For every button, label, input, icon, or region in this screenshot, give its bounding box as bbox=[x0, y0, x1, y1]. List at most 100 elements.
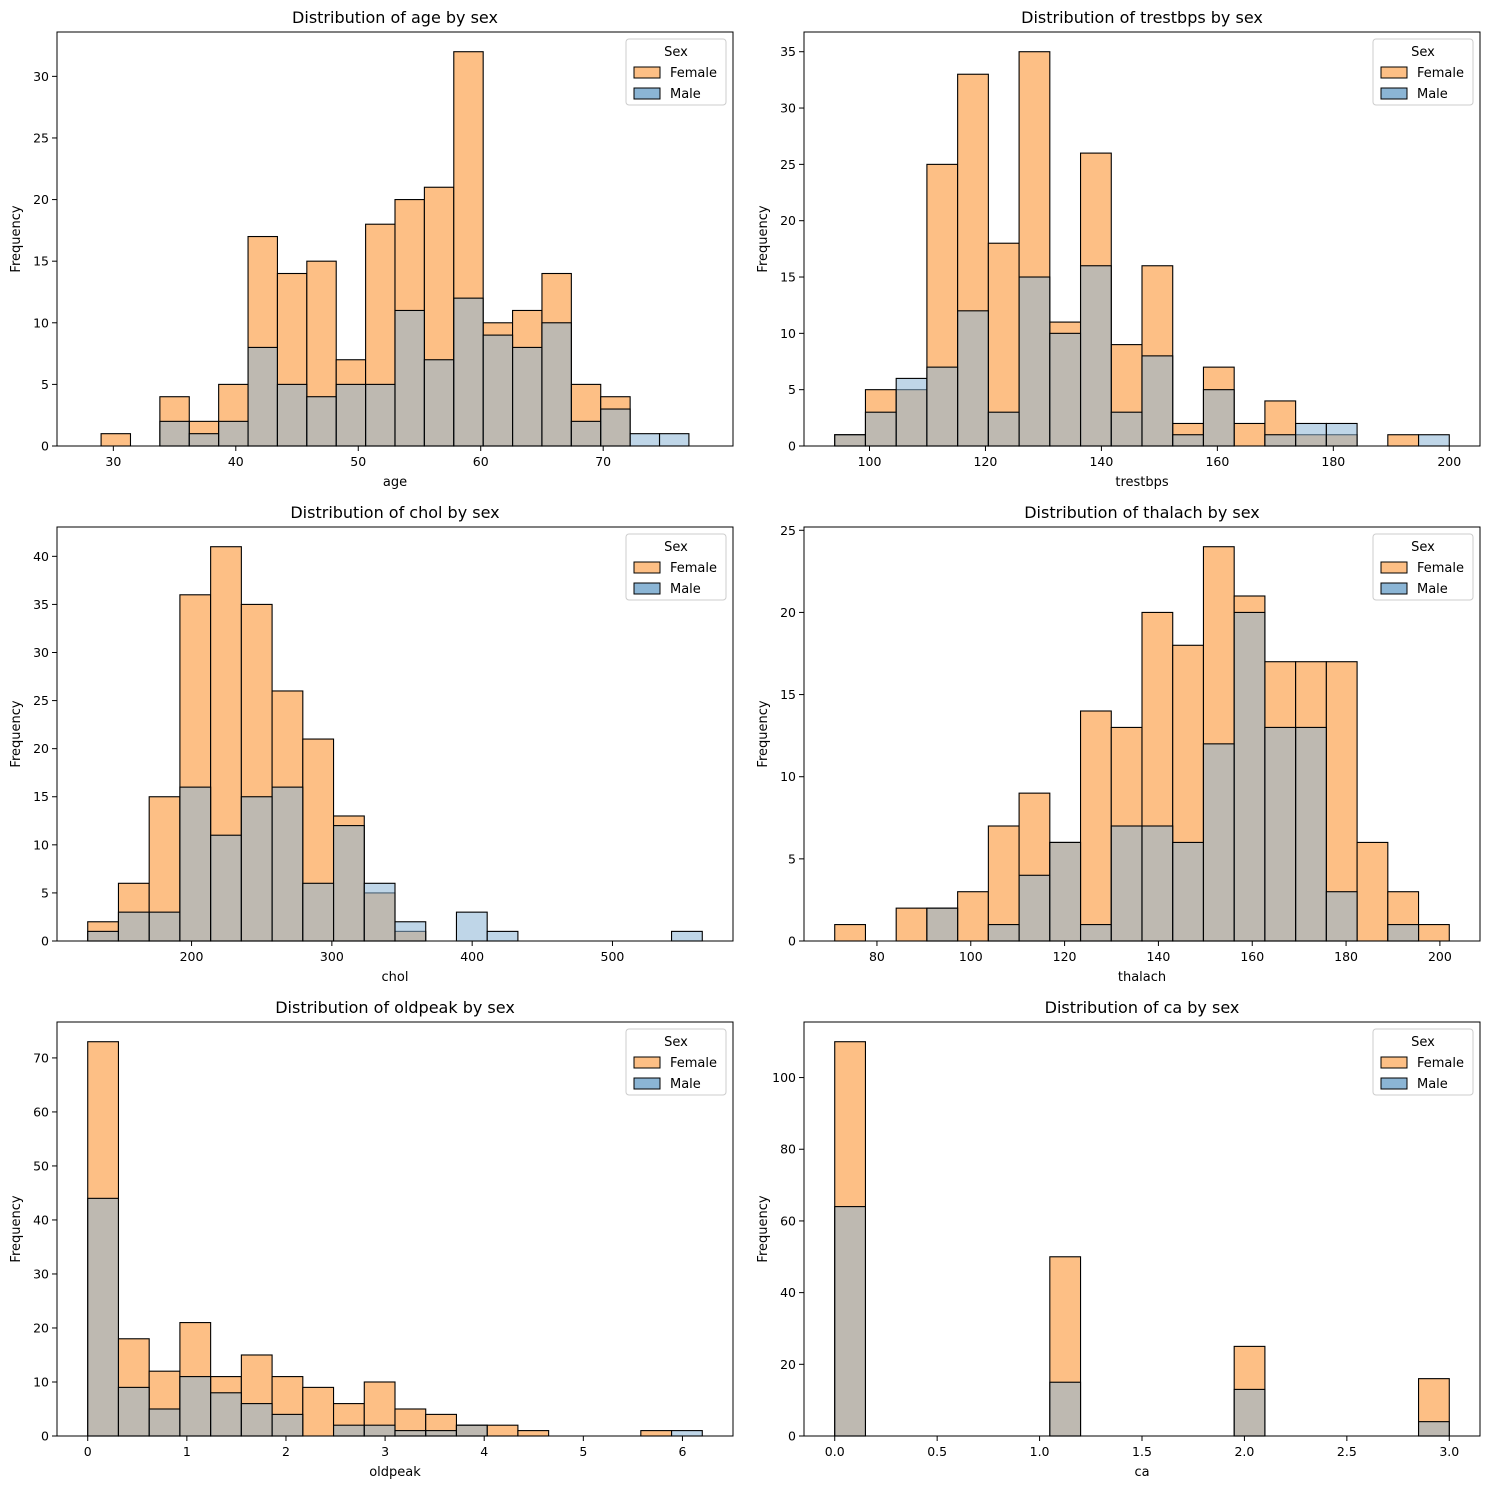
legend-label-female: Female bbox=[670, 561, 717, 576]
y-tick-label: 25 bbox=[33, 130, 49, 145]
y-tick-label: 0 bbox=[41, 1429, 49, 1444]
legend-label-male: Male bbox=[670, 1077, 701, 1092]
bar-male-oldpeak-2 bbox=[148, 1408, 181, 1437]
bar-male-oldpeak-8 bbox=[332, 1424, 365, 1437]
bar-male-thalach-7 bbox=[1049, 841, 1082, 942]
y-tick-label: 40 bbox=[33, 1212, 49, 1227]
bar-male-age-12 bbox=[453, 297, 484, 447]
bar-male-chol-2 bbox=[148, 911, 181, 942]
bar-male-oldpeak-5 bbox=[240, 1403, 273, 1437]
y-tick-label: 10 bbox=[780, 769, 796, 784]
legend-title: Sex bbox=[664, 45, 688, 60]
bar-male-trestbps-11 bbox=[1172, 434, 1205, 447]
legend-swatch-female bbox=[633, 1056, 661, 1069]
y-tick-label: 0 bbox=[788, 439, 796, 454]
bar-male-age-13 bbox=[482, 334, 514, 447]
x-tick-label: 160 bbox=[1240, 949, 1264, 964]
y-tick-label: 0 bbox=[41, 934, 49, 949]
bar-male-trestbps-7 bbox=[1049, 332, 1082, 447]
x-tick-label: 180 bbox=[1321, 454, 1345, 469]
bar-male-oldpeak-1 bbox=[117, 1386, 150, 1437]
legend-swatch-female bbox=[1380, 1056, 1408, 1069]
bar-male-age-16 bbox=[570, 420, 602, 447]
bar-male-ca-13 bbox=[1233, 1388, 1266, 1437]
bar-male-thalach-18 bbox=[1387, 924, 1420, 942]
bar-male-thalach-16 bbox=[1325, 891, 1358, 942]
y-tick-label: 10 bbox=[33, 837, 49, 852]
y-tick-label: 30 bbox=[33, 69, 49, 84]
y-tick-label: 15 bbox=[780, 270, 796, 285]
legend-label-female: Female bbox=[1417, 66, 1464, 81]
x-tick-label: 400 bbox=[460, 949, 484, 964]
x-tick-label: 70 bbox=[595, 454, 611, 469]
axes-frame bbox=[803, 526, 1481, 942]
y-tick-label: 0 bbox=[788, 1429, 796, 1444]
x-tick-label: 120 bbox=[1053, 949, 1077, 964]
y-tick-label: 80 bbox=[780, 1142, 796, 1157]
bar-male-chol-10 bbox=[394, 921, 427, 942]
legend: Sex Female Male bbox=[625, 533, 727, 601]
legend-title: Sex bbox=[1411, 540, 1435, 555]
legend: Sex Female Male bbox=[625, 38, 727, 106]
y-tick-label: 10 bbox=[33, 1374, 49, 1389]
bar-male-thalach-9 bbox=[1110, 825, 1143, 942]
x-axis-label: age bbox=[383, 475, 407, 490]
bar-male-oldpeak-12 bbox=[455, 1424, 488, 1437]
x-axis-label: chol bbox=[382, 970, 409, 985]
axes-frame bbox=[56, 1021, 734, 1437]
x-tick-label: 200 bbox=[1437, 454, 1461, 469]
bar-male-trestbps-14 bbox=[1264, 434, 1297, 447]
legend-swatch-female bbox=[1380, 561, 1408, 574]
bar-male-ca-0 bbox=[834, 1206, 867, 1437]
chart-panel-age: 30 40 50 60 70 0 5 10 15 20 25 30 Distribution of ag… bbox=[9, 8, 734, 490]
bar-female-oldpeak-18 bbox=[640, 1430, 673, 1437]
x-tick-label: 200 bbox=[180, 949, 204, 964]
legend-label-male: Male bbox=[1417, 1077, 1448, 1092]
chart-title: Distribution of ca by sex bbox=[1045, 998, 1240, 1017]
x-tick-label: 200 bbox=[1428, 949, 1452, 964]
bar-male-oldpeak-6 bbox=[271, 1413, 304, 1437]
x-tick-label: 2.0 bbox=[1234, 1444, 1254, 1459]
legend-title: Sex bbox=[1411, 45, 1435, 60]
y-tick-label: 20 bbox=[780, 1357, 796, 1372]
bar-male-age-17 bbox=[600, 408, 631, 447]
bar-male-thalach-6 bbox=[1018, 874, 1051, 942]
legend: Sex Female Male bbox=[625, 1028, 727, 1096]
bar-female-oldpeak-7 bbox=[302, 1386, 335, 1437]
x-tick-label: 2.5 bbox=[1337, 1444, 1357, 1459]
y-tick-label: 10 bbox=[780, 326, 796, 341]
y-tick-label: 30 bbox=[33, 645, 49, 660]
legend-label-male: Male bbox=[670, 582, 701, 597]
x-tick-label: 500 bbox=[601, 949, 625, 964]
bar-male-age-4 bbox=[218, 420, 249, 447]
x-tick-label: 50 bbox=[350, 454, 366, 469]
legend-swatch-male bbox=[633, 582, 661, 595]
bar-male-oldpeak-0 bbox=[87, 1197, 120, 1437]
y-tick-label: 0 bbox=[41, 439, 49, 454]
x-tick-label: 3.0 bbox=[1439, 1444, 1459, 1459]
y-tick-label: 35 bbox=[33, 597, 49, 612]
legend-swatch-male bbox=[633, 1077, 661, 1090]
y-tick-label: 0 bbox=[788, 934, 796, 949]
chart-title: Distribution of trestbps by sex bbox=[1021, 8, 1263, 27]
x-tick-label: 100 bbox=[858, 454, 882, 469]
bar-male-oldpeak-11 bbox=[425, 1430, 458, 1437]
bar-female-thalach-17 bbox=[1356, 841, 1389, 942]
bar-male-chol-1 bbox=[117, 911, 150, 942]
x-axis-label: thalach bbox=[1118, 970, 1166, 985]
bar-male-oldpeak-3 bbox=[179, 1376, 212, 1437]
bar-male-ca-7 bbox=[1049, 1381, 1082, 1437]
bar-female-trestbps-13 bbox=[1233, 422, 1266, 447]
y-tick-label: 40 bbox=[780, 1285, 796, 1300]
legend-swatch-male bbox=[1380, 582, 1408, 595]
y-axis-label: Frequency bbox=[9, 700, 24, 767]
bar-male-chol-9 bbox=[363, 882, 396, 942]
x-tick-label: 140 bbox=[1146, 949, 1170, 964]
x-tick-label: 80 bbox=[869, 949, 885, 964]
bar-male-trestbps-12 bbox=[1202, 389, 1235, 447]
bar-male-thalach-11 bbox=[1172, 841, 1205, 942]
bar-female-oldpeak-14 bbox=[517, 1430, 550, 1437]
bar-male-trestbps-2 bbox=[895, 377, 928, 447]
